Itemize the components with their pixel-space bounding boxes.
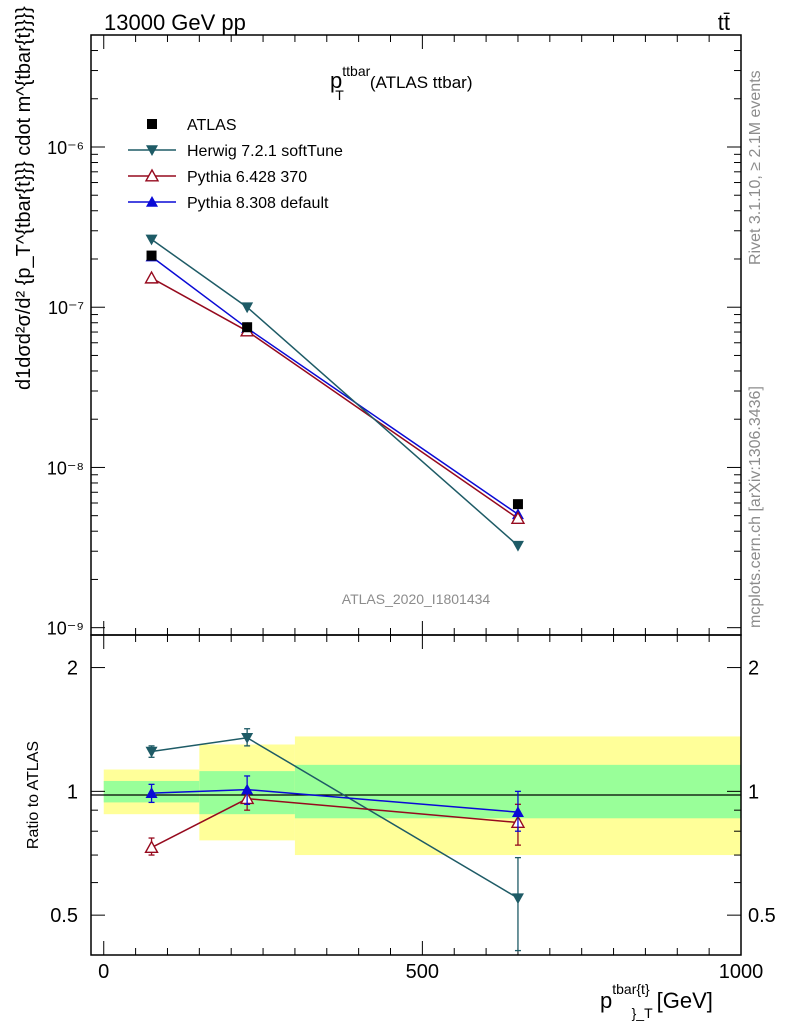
data-point-triangle-down (241, 732, 254, 744)
ratio-y-tick-label-right: 2 (748, 658, 759, 680)
data-point-triangle-open (144, 840, 159, 854)
ratio-axis-ticks (91, 635, 742, 956)
data-point-triangle-down (145, 234, 158, 246)
data-point-triangle-down (146, 145, 158, 156)
data-point-triangle-up (145, 787, 158, 798)
legend-label: Pythia 6.428 370 (187, 169, 307, 186)
legend-label: Pythia 8.308 default (187, 195, 329, 212)
data-point-triangle-down (145, 746, 158, 758)
series-line (151, 255, 519, 515)
main-y-tick-label: 10⁻⁸ (47, 458, 84, 478)
data-point-square (512, 499, 523, 510)
main-y-axis-label: d1dσd²σ/d² {p_T^{tbar{t}}} cdot m^{tbar{… (13, 0, 35, 390)
data-point-square (146, 250, 157, 261)
main-axis-ticks (91, 34, 742, 635)
process-label: tt̄ (718, 10, 730, 35)
series-line (151, 277, 519, 520)
ratio-y-tick-label-right: 1 (748, 781, 759, 803)
x-tick-labels: 0 500 1000 (98, 961, 763, 983)
data-point-triangle-down (511, 893, 524, 905)
x-axis-label: ptbar{t}}_T [GeV] (600, 981, 713, 1021)
ratio-series-layer (144, 728, 526, 952)
data-point-square (147, 119, 157, 129)
rivet-label: Rivet 3.1.10, ≥ 2.1M events (747, 70, 764, 265)
ratio-panel: 0.5 0.5 1 1 2 2 0 500 1000 Ratio to ATLAS (25, 634, 776, 983)
data-point-triangle-open (510, 511, 526, 525)
ratio-uncertainty-bands (103, 736, 741, 856)
main-y-tick-label: 10⁻⁹ (47, 619, 84, 639)
x-tick-label: 1000 (719, 961, 764, 983)
data-point-triangle-up (146, 196, 158, 207)
data-point-triangle-up (241, 783, 254, 795)
analysis-watermark: ATLAS_2020_I1801434 (342, 591, 491, 607)
data-point-triangle-up (511, 806, 524, 817)
legend: ATLAS Herwig 7.2.1 softTune Pythia 6.428 3… (128, 117, 343, 212)
ratio-y-axis-label: Ratio to ATLAS (25, 741, 42, 849)
main-y-tick-label: 10⁻⁷ (48, 298, 84, 318)
legend-label: Herwig 7.2.1 softTune (187, 143, 343, 160)
ratio-y-tick-label-right: 0.5 (748, 905, 776, 927)
main-y-tick-label: 10⁻⁶ (47, 138, 84, 158)
ratio-y-tick-label: 2 (67, 658, 78, 680)
data-point-triangle-down (241, 302, 254, 314)
ratio-y-tick-label: 0.5 (50, 905, 78, 927)
data-point-triangle-down (511, 540, 524, 552)
main-panel: 10⁻⁹ 10⁻⁸ 10⁻⁷ 10⁻⁶ pttbar T(ATLAS ttbar) AT… (13, 0, 742, 639)
data-point-square (242, 322, 253, 333)
mcplots-label: mcplots.cern.ch [arXiv:1306.3436] (747, 386, 764, 628)
data-point-triangle-open (144, 270, 159, 284)
ratio-y-tick-labels: 0.5 0.5 1 1 2 2 (50, 658, 776, 928)
energy-label: 13000 GeV pp (104, 10, 246, 35)
main-series-layer (144, 234, 526, 552)
legend-label: ATLAS (187, 117, 237, 134)
panel-title: pttbar T(ATLAS ttbar) (330, 63, 472, 103)
data-point-triangle-open (144, 168, 160, 182)
x-tick-label: 0 (98, 961, 109, 983)
x-tick-label: 500 (406, 961, 439, 983)
main-y-tick-labels: 10⁻⁹ 10⁻⁸ 10⁻⁷ 10⁻⁶ (47, 138, 84, 639)
ratio-y-tick-label: 1 (67, 781, 78, 803)
